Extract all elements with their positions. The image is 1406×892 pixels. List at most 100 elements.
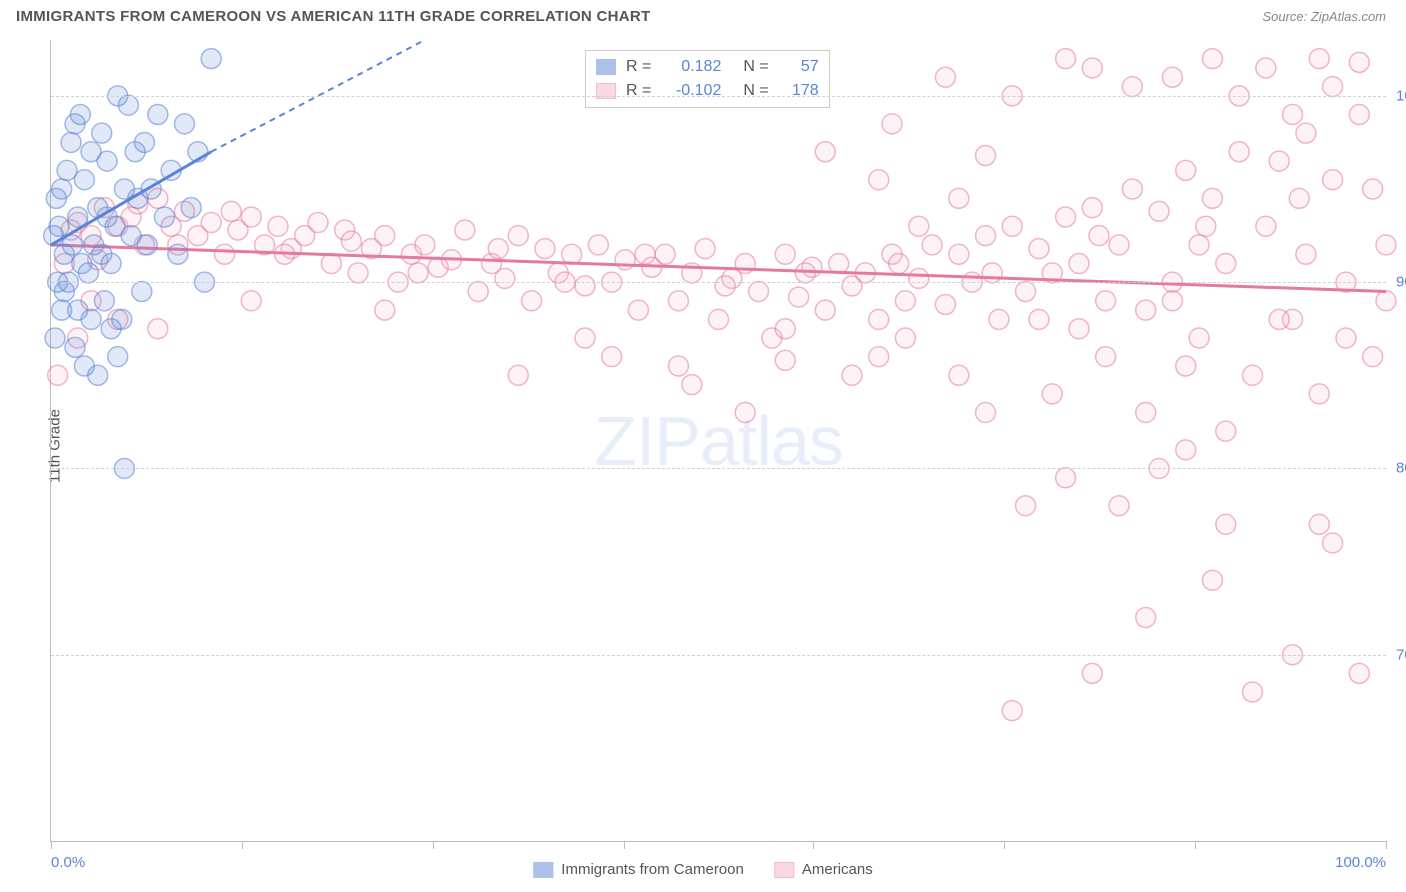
x-tick — [242, 841, 243, 849]
x-tick — [1386, 841, 1387, 849]
data-point — [815, 142, 835, 162]
data-point — [1096, 291, 1116, 311]
data-point — [749, 281, 769, 301]
data-point — [775, 319, 795, 339]
data-point — [1162, 67, 1182, 87]
data-point — [1029, 309, 1049, 329]
data-point — [49, 216, 69, 236]
data-point — [976, 226, 996, 246]
data-point — [1289, 188, 1309, 208]
stats-r-value: -0.102 — [661, 82, 721, 100]
x-tick-label: 0.0% — [51, 854, 85, 871]
data-point — [148, 105, 168, 125]
data-point — [949, 244, 969, 264]
data-point — [1256, 216, 1276, 236]
y-tick-label: 90.0% — [1396, 274, 1406, 291]
gridline — [51, 96, 1386, 97]
data-point — [1269, 309, 1289, 329]
data-point — [1349, 52, 1369, 72]
data-point — [1176, 160, 1196, 180]
data-point — [1176, 356, 1196, 376]
data-point — [1196, 216, 1216, 236]
data-point — [1176, 440, 1196, 460]
data-point — [909, 216, 929, 236]
data-point — [1202, 570, 1222, 590]
data-point — [1202, 49, 1222, 69]
legend-item: Immigrants from Cameroon — [533, 861, 744, 878]
data-point — [1082, 58, 1102, 78]
data-point — [495, 268, 515, 288]
data-point — [1323, 533, 1343, 553]
x-tick — [624, 841, 625, 849]
data-point — [869, 170, 889, 190]
data-point — [168, 244, 188, 264]
data-point — [108, 347, 128, 367]
legend-swatch — [596, 59, 616, 75]
data-point — [602, 347, 622, 367]
data-point — [148, 319, 168, 339]
plot-area: ZIPatlas R =0.182N =57R =-0.102N =178 70… — [50, 40, 1386, 842]
data-point — [1216, 421, 1236, 441]
data-point — [1336, 328, 1356, 348]
data-point — [775, 244, 795, 264]
data-point — [488, 239, 508, 259]
data-point — [1109, 496, 1129, 516]
data-point — [1056, 49, 1076, 69]
data-point — [52, 179, 72, 199]
data-point — [134, 132, 154, 152]
x-tick — [1195, 841, 1196, 849]
data-point — [241, 207, 261, 227]
data-point — [1002, 216, 1022, 236]
data-point — [508, 226, 528, 246]
data-point — [735, 403, 755, 423]
data-point — [535, 239, 555, 259]
data-point — [1082, 198, 1102, 218]
data-point — [348, 263, 368, 283]
y-tick-label: 70.0% — [1396, 646, 1406, 663]
data-point — [829, 254, 849, 274]
data-point — [695, 239, 715, 259]
data-point — [201, 213, 221, 233]
data-point — [1189, 235, 1209, 255]
data-point — [1309, 384, 1329, 404]
data-point — [61, 132, 81, 152]
data-point — [94, 291, 114, 311]
data-point — [1122, 77, 1142, 97]
data-point — [909, 268, 929, 288]
data-point — [1296, 244, 1316, 264]
data-point — [1202, 188, 1222, 208]
legend-swatch — [774, 862, 794, 878]
gridline — [51, 468, 1386, 469]
data-point — [949, 188, 969, 208]
data-point — [1042, 384, 1062, 404]
data-point — [508, 365, 528, 385]
data-point — [375, 300, 395, 320]
data-point — [268, 216, 288, 236]
chart-container: ZIPatlas R =0.182N =57R =-0.102N =178 70… — [50, 40, 1386, 842]
data-point — [1216, 514, 1236, 534]
data-point — [1256, 58, 1276, 78]
data-point — [341, 231, 361, 251]
data-point — [1056, 468, 1076, 488]
data-point — [1323, 77, 1343, 97]
data-point — [137, 235, 157, 255]
y-tick-label: 80.0% — [1396, 460, 1406, 477]
data-point — [715, 276, 735, 296]
data-point — [1269, 151, 1289, 171]
stats-n-value: 178 — [779, 82, 819, 100]
data-point — [101, 319, 121, 339]
stats-legend-row: R =-0.102N =178 — [596, 79, 819, 103]
data-point — [1216, 254, 1236, 274]
data-point — [321, 254, 341, 274]
data-point — [1243, 365, 1263, 385]
data-point — [48, 365, 68, 385]
data-point — [221, 201, 241, 221]
data-point — [1309, 514, 1329, 534]
data-point — [1349, 105, 1369, 125]
data-point — [1243, 682, 1263, 702]
stats-legend-row: R =0.182N =57 — [596, 55, 819, 79]
data-point — [1029, 239, 1049, 259]
chart-header: IMMIGRANTS FROM CAMEROON VS AMERICAN 11T… — [0, 0, 1406, 29]
data-point — [97, 151, 117, 171]
legend-label: Immigrants from Cameroon — [561, 861, 744, 878]
